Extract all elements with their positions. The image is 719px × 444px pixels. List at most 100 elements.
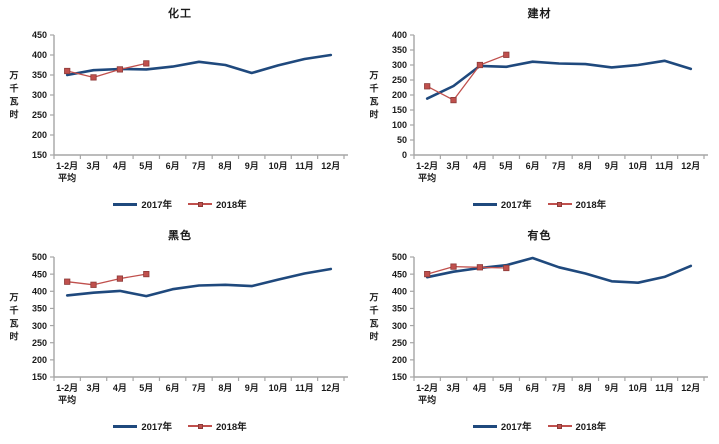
svg-text:11月: 11月 xyxy=(295,161,314,171)
svg-text:5月: 5月 xyxy=(499,161,513,171)
svg-text:200: 200 xyxy=(32,130,47,140)
line-marker-swatch-icon xyxy=(188,423,212,430)
svg-text:时: 时 xyxy=(9,331,18,342)
svg-text:千: 千 xyxy=(9,83,18,94)
svg-text:350: 350 xyxy=(32,70,47,80)
svg-text:8月: 8月 xyxy=(578,383,592,393)
svg-text:200: 200 xyxy=(391,355,406,365)
data-point-marker xyxy=(143,270,150,278)
legend-item-2018: 2018年 xyxy=(188,197,247,211)
svg-text:10月: 10月 xyxy=(269,383,288,393)
series-line-2017年 xyxy=(425,59,692,100)
svg-text:12月: 12月 xyxy=(681,161,700,171)
data-point-marker xyxy=(502,51,509,58)
svg-text:7月: 7月 xyxy=(551,383,565,393)
svg-text:万: 万 xyxy=(8,71,18,81)
svg-text:1-2月: 1-2月 xyxy=(416,161,438,171)
line-swatch-icon xyxy=(113,202,138,206)
legend-label: 2018年 xyxy=(216,200,247,211)
series-line-2018年 xyxy=(426,265,507,275)
svg-text:400: 400 xyxy=(32,50,47,60)
axes: 150 200 250 300 350 400 450 500 xyxy=(391,252,708,382)
data-point-marker xyxy=(64,278,71,285)
svg-text:8月: 8月 xyxy=(578,161,592,171)
svg-text:4月: 4月 xyxy=(113,383,127,393)
svg-text:瓦: 瓦 xyxy=(9,97,18,107)
legend-item-2017: 2017年 xyxy=(113,197,172,211)
svg-text:1-2月: 1-2月 xyxy=(56,161,78,171)
legend-item-2017: 2017年 xyxy=(472,197,532,211)
svg-text:400: 400 xyxy=(32,286,47,296)
svg-text:瓦: 瓦 xyxy=(369,97,378,107)
data-point-marker xyxy=(90,281,97,288)
svg-text:250: 250 xyxy=(32,110,47,120)
data-point-marker xyxy=(143,60,150,67)
svg-text:平均: 平均 xyxy=(58,172,76,183)
svg-text:350: 350 xyxy=(32,304,47,314)
chart-panel-nonferrous: 有色 150 200 250 300 350 400 450 500 1-2月 平均 3月 4月 5月 6… xyxy=(360,222,719,444)
legend: 2017年 2018年 xyxy=(0,416,360,436)
svg-text:100: 100 xyxy=(391,120,406,130)
svg-text:万: 万 xyxy=(368,71,378,81)
svg-text:12月: 12月 xyxy=(321,161,340,171)
legend-label: 2017年 xyxy=(141,200,172,211)
svg-text:9月: 9月 xyxy=(604,161,618,171)
svg-text:3月: 3月 xyxy=(87,161,101,171)
svg-text:450: 450 xyxy=(32,30,47,40)
svg-text:3月: 3月 xyxy=(446,383,460,393)
svg-text:千: 千 xyxy=(369,83,378,94)
series-line-2017年 xyxy=(425,256,692,285)
svg-text:1-2月: 1-2月 xyxy=(56,383,78,393)
svg-text:瓦: 瓦 xyxy=(9,319,18,329)
line-swatch-icon xyxy=(472,424,497,428)
data-point-marker xyxy=(116,275,123,282)
data-point-marker xyxy=(64,67,71,75)
legend-label: 2017年 xyxy=(141,422,172,433)
legend-label: 2018年 xyxy=(575,200,607,211)
legend-label: 2017年 xyxy=(500,200,532,211)
svg-text:10月: 10月 xyxy=(628,383,647,393)
svg-text:7月: 7月 xyxy=(551,161,565,171)
legend-item-2018: 2018年 xyxy=(188,419,247,433)
data-point-marker xyxy=(423,270,430,278)
svg-text:9月: 9月 xyxy=(245,161,259,171)
svg-text:11月: 11月 xyxy=(295,383,314,393)
data-point-marker xyxy=(449,97,457,104)
data-point-marker xyxy=(423,83,430,90)
svg-text:平均: 平均 xyxy=(58,394,76,405)
svg-text:450: 450 xyxy=(32,269,47,279)
svg-text:350: 350 xyxy=(391,45,406,55)
chart-panel-ferrous: 黑色 150 200 250 300 350 400 450 500 1-2月 平均 3月 4月 5月 6… xyxy=(0,222,360,444)
svg-text:400: 400 xyxy=(391,30,406,40)
svg-text:6月: 6月 xyxy=(166,161,180,171)
data-point-marker xyxy=(476,61,483,69)
legend: 2017年 2018年 xyxy=(360,416,719,436)
series-line-2018年 xyxy=(426,54,507,101)
data-point-marker xyxy=(116,66,123,73)
plot-area: 150 200 250 300 350 400 450 500 1-2月 平均 3月 4月 5月 6月 7月… xyxy=(4,246,356,414)
svg-text:11月: 11月 xyxy=(655,383,674,393)
svg-text:200: 200 xyxy=(391,90,406,100)
svg-text:时: 时 xyxy=(9,109,18,120)
svg-text:千: 千 xyxy=(9,305,18,316)
series-line-2017年 xyxy=(65,53,333,77)
svg-text:6月: 6月 xyxy=(525,383,539,393)
data-point-marker xyxy=(90,74,97,81)
legend-item-2018: 2018年 xyxy=(547,419,606,433)
svg-text:4月: 4月 xyxy=(113,161,127,171)
svg-text:6月: 6月 xyxy=(525,161,539,171)
data-point-marker xyxy=(449,263,457,270)
legend-label: 2018年 xyxy=(216,422,247,433)
svg-text:200: 200 xyxy=(32,355,47,365)
svg-text:7月: 7月 xyxy=(192,383,206,393)
legend-item-2018: 2018年 xyxy=(547,197,607,211)
